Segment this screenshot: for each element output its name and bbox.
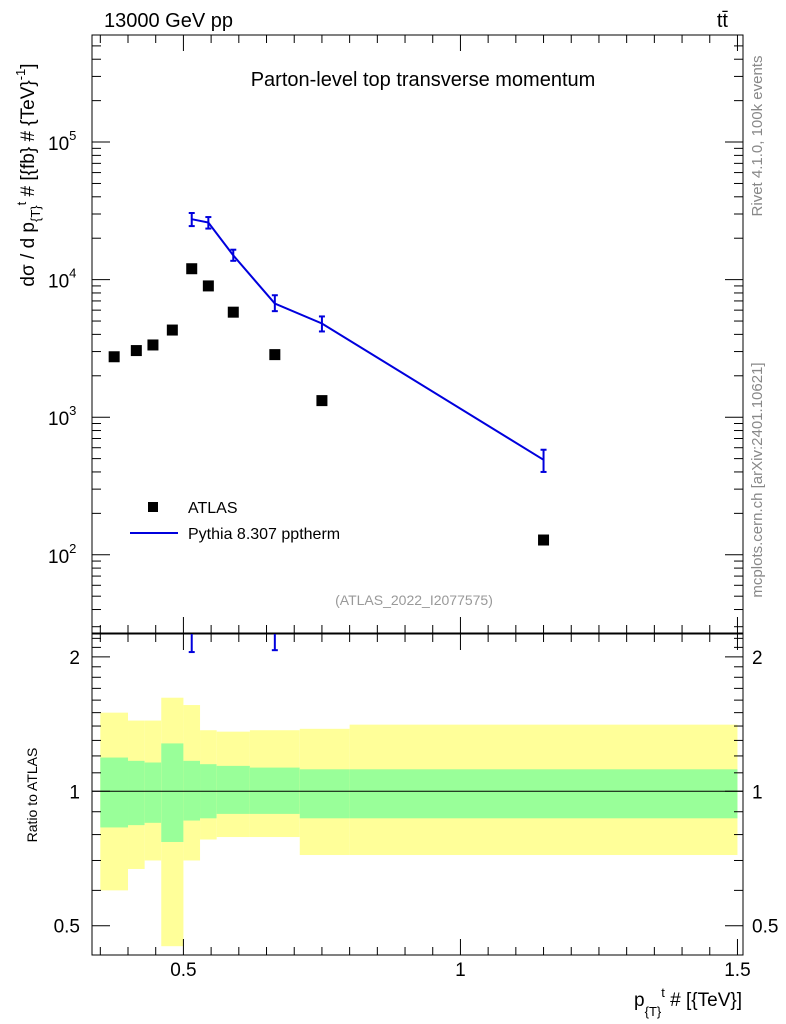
- ratio-plot-frame: [91, 633, 744, 956]
- band-inner-bin: [100, 757, 129, 828]
- analysis-label: (ATLAS_2022_I2077575): [335, 592, 493, 608]
- atlas-data-point: [202, 280, 214, 292]
- y-tick-label-ratio: 0.5: [54, 917, 80, 938]
- y-tick-label-ratio: 2: [69, 648, 80, 669]
- y-tick-label-main: 103: [48, 403, 76, 430]
- band-inner-bin: [349, 769, 738, 819]
- band-inner-bin: [299, 769, 350, 819]
- legend-label-atlas: ATLAS: [188, 500, 238, 517]
- band-inner-bin: [161, 743, 184, 842]
- atlas-data-point: [108, 351, 120, 363]
- main-data: [108, 211, 550, 546]
- main-ticks: 102 103 104 105: [48, 34, 743, 633]
- legend-label-pythia: Pythia 8.307 pptherm: [188, 526, 340, 543]
- process-label: tt̄: [717, 10, 729, 32]
- legend-marker-atlas: [148, 502, 158, 512]
- legend: ATLAS Pythia 8.307 pptherm: [130, 500, 340, 543]
- main-plot-title: Parton-level top transverse momentum: [251, 69, 596, 91]
- svg-text:dσ / d p{T}t # [{fb} # {TeV}-1: dσ / d p{T}t # [{fb} # {TeV}-1]: [13, 63, 43, 286]
- y-tick-label-ratio: 1: [69, 782, 80, 803]
- y-tick-label-main: 105: [48, 128, 76, 155]
- y-tick-label-ratio-right: 0.5: [752, 917, 778, 938]
- y-tick-label-main: 102: [48, 541, 76, 568]
- atlas-data-point: [166, 324, 178, 336]
- atlas-data-point: [186, 263, 198, 275]
- atlas-data-point: [538, 534, 550, 546]
- main-plot-frame: [91, 34, 744, 634]
- atlas-data-point: [130, 345, 142, 357]
- atlas-data-point: [269, 349, 281, 361]
- atlas-data-point: [316, 395, 328, 407]
- pythia-line: [191, 218, 545, 461]
- x-axis-label: p{T}t # [{TeV}]: [634, 985, 742, 1019]
- y-axis-label-ratio: Ratio to ATLAS: [24, 748, 40, 843]
- mcplots-label: mcplots.cern.ch [arXiv:2401.10621]: [749, 362, 766, 597]
- y-tick-label-ratio-right: 1: [752, 782, 763, 803]
- x-tick-label: 1: [455, 960, 466, 981]
- x-tick-label: 1.5: [724, 960, 750, 981]
- ratio-panel: 0.5 1 1.5 0.5 0.5 1 1 2 2: [54, 633, 778, 981]
- band-inner-bin: [216, 765, 250, 814]
- band-inner-bin: [249, 767, 300, 814]
- band-inner-bin: [128, 760, 145, 826]
- y-tick-label-ratio-right: 2: [752, 648, 763, 669]
- band-inner-bin: [144, 762, 162, 823]
- rivet-label: Rivet 4.1.0, 100k events: [749, 56, 766, 217]
- main-panel: 102 103 104 105 Parton-level top transverse…: [48, 34, 744, 634]
- svg-text:p{T}t # [{TeV}]: p{T}t # [{TeV}]: [634, 985, 742, 1019]
- ratio-ticks: 0.5 1 1.5 0.5 0.5 1 1 2 2: [54, 634, 778, 981]
- band-inner-bin: [183, 760, 201, 821]
- atlas-data-point: [227, 306, 239, 318]
- y-tick-label-main: 104: [48, 266, 76, 293]
- atlas-data-point: [147, 339, 159, 351]
- y-axis-label-main: dσ / d p{T}t # [{fb} # {TeV}-1]: [13, 63, 43, 286]
- ratio-bands: [100, 697, 738, 947]
- x-tick-label: 0.5: [170, 960, 196, 981]
- ratio-data: [92, 634, 743, 792]
- energy-label: 13000 GeV pp: [104, 10, 233, 32]
